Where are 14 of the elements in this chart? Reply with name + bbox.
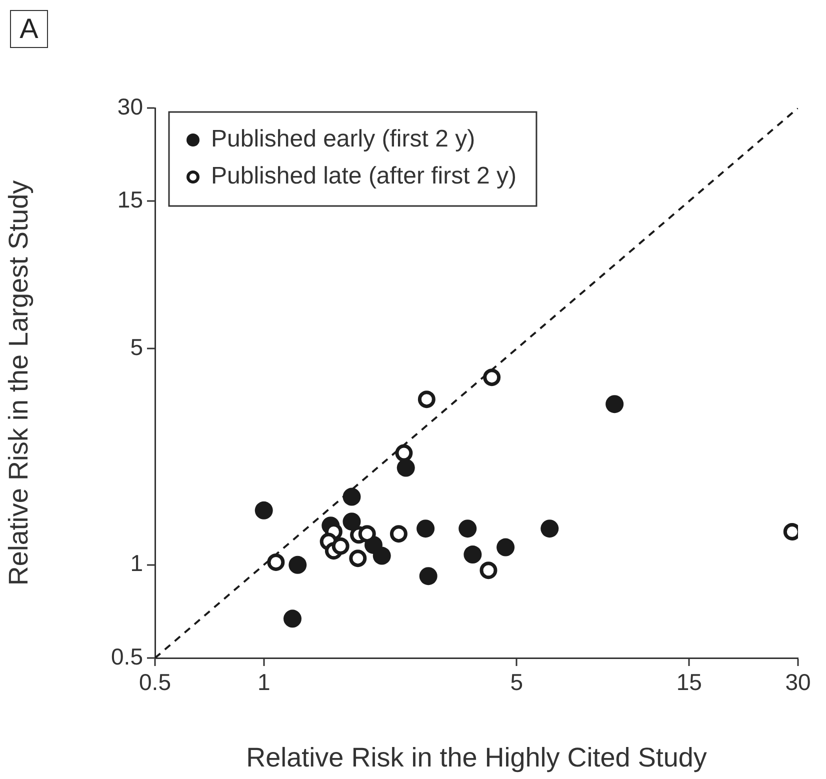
x-tick-label: 15 [676,669,702,696]
x-tick-label: 30 [785,669,811,696]
y-axis-title: Relative Risk in the Largest Study [4,180,34,586]
x-tick-label: 1 [257,669,270,696]
y-tick-label: 30 [117,93,143,120]
y-tick-label: 5 [130,334,143,360]
y-tick-label: 15 [117,186,143,212]
text: A [10,10,48,48]
y-tick-label: 1 [130,550,143,576]
y-tick-label: 0.5 [111,643,143,670]
x-tick-label: 5 [510,669,524,696]
legend-label: Published late (after first 2 y) [211,162,516,190]
legend-label: Published early (first 2 y) [211,126,476,153]
x-axis-title: Relative Risk in the Highly Cited Study [246,742,708,772]
